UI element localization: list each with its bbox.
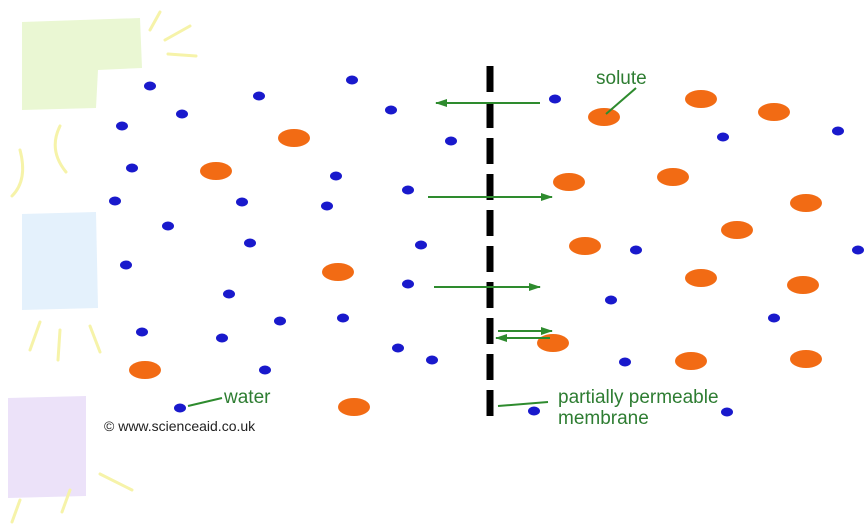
solute-label: solute: [596, 68, 647, 89]
water-molecule: [259, 365, 271, 375]
solute-pointer: [605, 87, 637, 115]
solute-molecule: [278, 129, 310, 147]
label-pointers: [187, 87, 637, 407]
water-molecule: [244, 238, 256, 248]
water-molecule: [445, 136, 457, 146]
water-molecule: [109, 196, 121, 206]
water-molecule: [605, 295, 617, 305]
solute-molecule: [657, 168, 689, 186]
water-molecule: [549, 94, 561, 104]
solute-molecule: [787, 276, 819, 294]
water-pointer: [187, 397, 223, 407]
water-molecule: [528, 406, 540, 416]
water-molecule: [402, 279, 414, 289]
membrane-pointer: [497, 401, 549, 407]
water-molecule: [721, 407, 733, 417]
water-molecule: [415, 240, 427, 250]
water-molecule: [717, 132, 729, 142]
water-molecule: [321, 201, 333, 211]
decorative-background: [8, 10, 198, 524]
solute-molecule: [721, 221, 753, 239]
water-label: water: [224, 387, 271, 408]
solute-molecule: [685, 90, 717, 108]
solute-molecules: [129, 90, 822, 416]
water-molecule: [126, 163, 138, 173]
solute-molecule: [790, 350, 822, 368]
water-molecule: [337, 313, 349, 323]
water-molecule: [116, 121, 128, 131]
water-molecule: [385, 105, 397, 115]
solute-molecule: [200, 162, 232, 180]
water-molecule: [223, 289, 235, 299]
water-molecule: [768, 313, 780, 323]
water-molecule: [253, 91, 265, 101]
water-molecule: [144, 81, 156, 91]
solute-molecule: [338, 398, 370, 416]
water-molecule: [346, 75, 358, 85]
solute-molecule: [322, 263, 354, 281]
membrane-label-line1: partially permeable: [558, 387, 719, 408]
water-molecule: [236, 197, 248, 207]
water-molecule: [832, 126, 844, 136]
solute-molecule: [758, 103, 790, 121]
water-molecule: [630, 245, 642, 255]
water-molecule: [619, 357, 631, 367]
solute-molecule: [553, 173, 585, 191]
water-molecule: [402, 185, 414, 195]
solute-molecule: [569, 237, 601, 255]
deco-blue-shape: [22, 212, 98, 310]
water-molecules: [109, 75, 864, 417]
water-molecule: [392, 343, 404, 353]
membrane-label-line2: membrane: [558, 408, 649, 429]
water-molecule: [120, 260, 132, 270]
water-flow-arrows: [428, 99, 553, 342]
water-molecule: [174, 403, 186, 413]
water-molecule: [426, 355, 438, 365]
water-molecule: [162, 221, 174, 231]
water-molecule: [216, 333, 228, 343]
solute-molecule: [790, 194, 822, 212]
deco-purple-shape: [8, 396, 86, 498]
solute-molecule: [675, 352, 707, 370]
solute-molecule: [129, 361, 161, 379]
water-molecule: [136, 327, 148, 337]
copyright-text: © www.scienceaid.co.uk: [104, 418, 256, 434]
solute-molecule: [537, 334, 569, 352]
water-molecule: [852, 245, 864, 255]
water-molecule: [176, 109, 188, 119]
solute-molecule: [588, 108, 620, 126]
water-molecule: [330, 171, 342, 181]
solute-molecule: [685, 269, 717, 287]
deco-green-shape: [22, 18, 142, 110]
water-molecule: [274, 316, 286, 326]
deco-yellow-rays: [10, 10, 198, 524]
